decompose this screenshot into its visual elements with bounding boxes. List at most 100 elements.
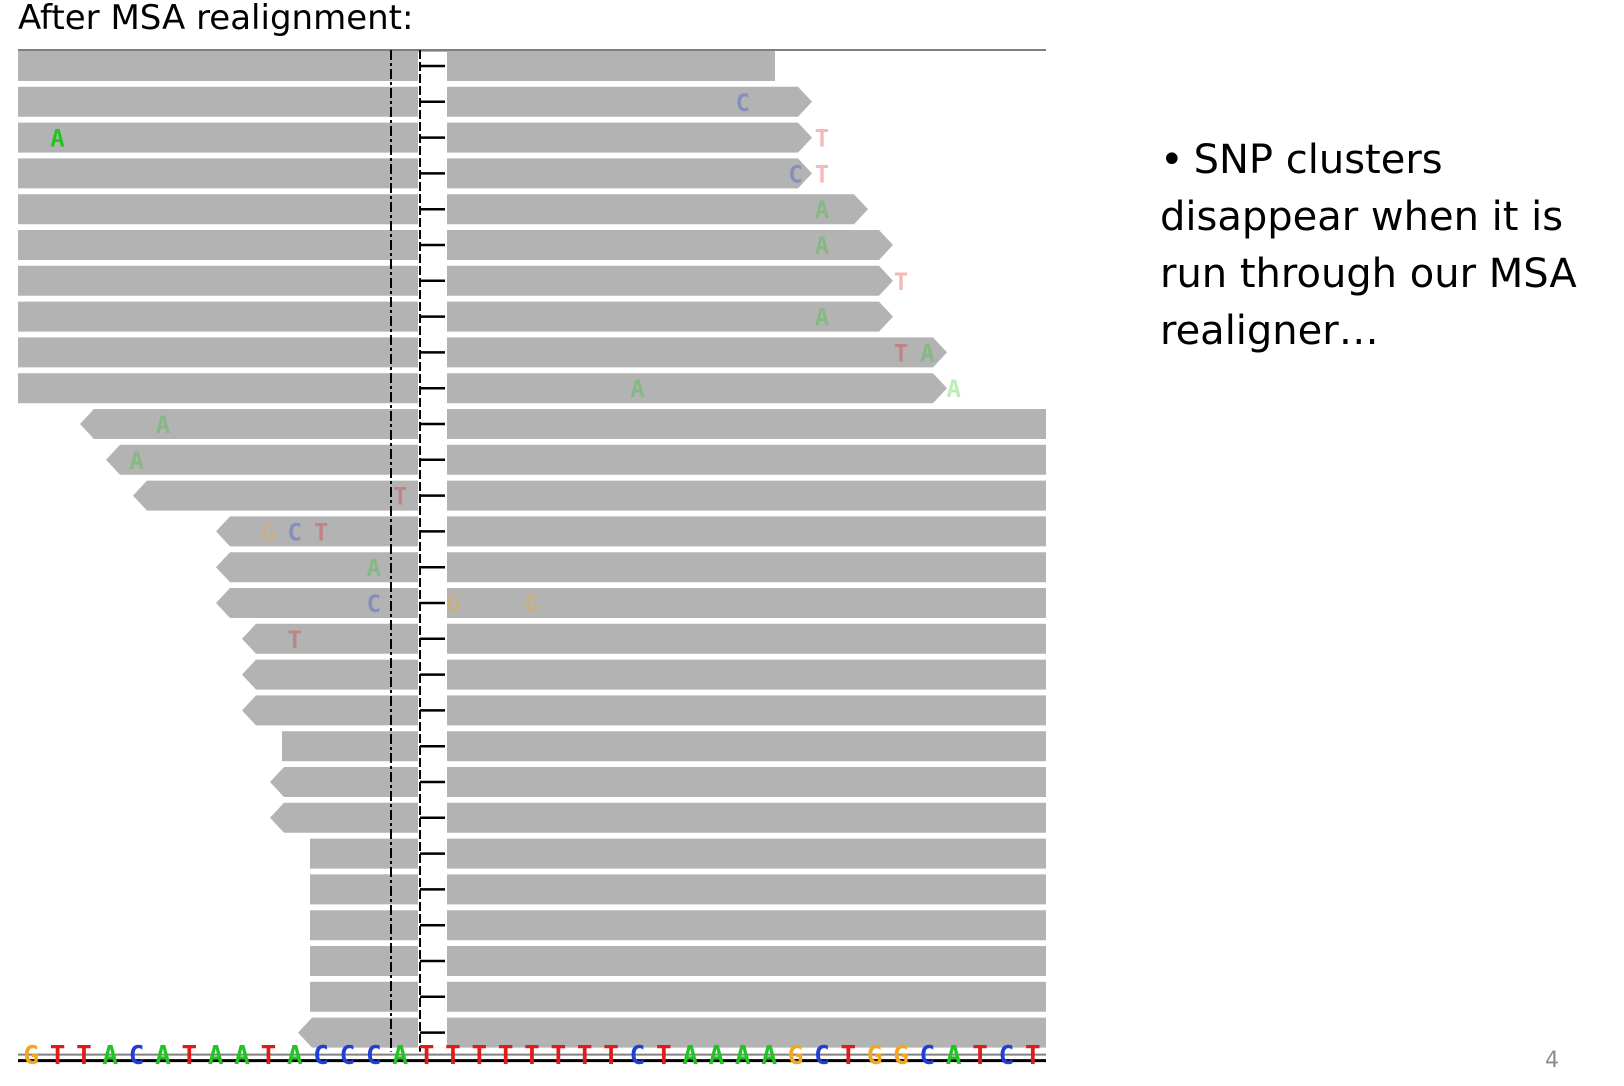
read-bar bbox=[18, 51, 775, 81]
read: C bbox=[18, 86, 812, 117]
reference-base: A bbox=[735, 1041, 751, 1071]
snp-mark: A bbox=[947, 375, 962, 403]
read-bar bbox=[133, 480, 1046, 511]
snp-mark: C bbox=[288, 518, 302, 546]
snp-mark: A bbox=[815, 196, 830, 224]
reference-base: T bbox=[445, 1041, 461, 1071]
snp-mark: G bbox=[261, 518, 275, 546]
snp-mark: A bbox=[815, 304, 830, 332]
snp-mark: T bbox=[314, 518, 328, 546]
reference-base: A bbox=[102, 1041, 118, 1071]
read bbox=[282, 731, 1046, 762]
reference-base: A bbox=[287, 1041, 303, 1071]
reference-base: C bbox=[366, 1041, 382, 1071]
read bbox=[310, 874, 1046, 905]
reference-base: A bbox=[946, 1041, 962, 1071]
reference-base: T bbox=[471, 1041, 487, 1071]
reference-base: T bbox=[76, 1041, 92, 1071]
read-bar bbox=[18, 265, 893, 296]
read-bar bbox=[310, 910, 1046, 941]
read-bar bbox=[282, 731, 1046, 762]
read-bar bbox=[310, 874, 1046, 905]
read bbox=[310, 910, 1046, 941]
reference-base: T bbox=[498, 1041, 514, 1071]
read-bar bbox=[216, 516, 1046, 547]
reference-base: A bbox=[155, 1041, 171, 1071]
read-bar bbox=[242, 695, 1046, 726]
read-bar bbox=[216, 588, 1046, 618]
reference-base: T bbox=[603, 1041, 619, 1071]
read bbox=[310, 838, 1046, 869]
read: A bbox=[18, 301, 893, 332]
reference-base: T bbox=[1025, 1041, 1041, 1071]
reference-base: T bbox=[840, 1041, 856, 1071]
snp-mark: A bbox=[50, 125, 65, 153]
snp-mark: A bbox=[815, 232, 830, 260]
read: T bbox=[133, 480, 1046, 511]
guides-layer bbox=[18, 49, 1046, 1052]
snp-mark: A bbox=[156, 411, 171, 439]
read-bar bbox=[270, 767, 1046, 797]
reference-base: T bbox=[972, 1041, 988, 1071]
slide-title: After MSA realignment: bbox=[18, 0, 414, 38]
read-bar bbox=[242, 623, 1046, 654]
reference-base: A bbox=[761, 1041, 777, 1071]
read-bar bbox=[310, 981, 1046, 1012]
snp-mark: C bbox=[736, 89, 750, 117]
bullet-marker: • bbox=[1160, 137, 1184, 183]
read-bar bbox=[18, 158, 812, 189]
read-bar bbox=[216, 552, 1046, 583]
read: T bbox=[18, 265, 908, 296]
read-bar bbox=[18, 301, 893, 332]
read bbox=[270, 802, 1046, 833]
read bbox=[18, 51, 775, 81]
reference-base: T bbox=[577, 1041, 593, 1071]
reference-base: A bbox=[234, 1041, 250, 1071]
read: A bbox=[216, 552, 1046, 583]
snp-mark: T bbox=[894, 268, 908, 296]
reference-base: G bbox=[23, 1041, 39, 1071]
reference-base: G bbox=[867, 1041, 883, 1071]
snp-mark: T bbox=[815, 125, 829, 153]
snp-mark: C bbox=[788, 160, 802, 188]
reference-base: C bbox=[814, 1041, 830, 1071]
reference-base: T bbox=[419, 1041, 435, 1071]
read-bar bbox=[242, 659, 1046, 690]
read-bar bbox=[298, 1017, 1046, 1048]
reference-base: C bbox=[920, 1041, 936, 1071]
snp-mark: A bbox=[920, 339, 935, 367]
reference-base: A bbox=[392, 1041, 408, 1071]
read-bar bbox=[18, 122, 812, 153]
reference-base: T bbox=[524, 1041, 540, 1071]
reference-base: C bbox=[129, 1041, 145, 1071]
read bbox=[242, 659, 1046, 690]
snp-mark: T bbox=[815, 160, 829, 188]
reference-base: A bbox=[208, 1041, 224, 1071]
read bbox=[310, 946, 1046, 976]
read bbox=[242, 695, 1046, 726]
snp-mark: C bbox=[367, 590, 381, 618]
reference-base: C bbox=[999, 1041, 1015, 1071]
read-bar bbox=[18, 230, 893, 260]
insertion-gap bbox=[418, 52, 447, 1048]
snp-mark: G bbox=[525, 590, 539, 618]
snp-mark: T bbox=[894, 339, 908, 367]
read bbox=[310, 981, 1046, 1012]
read bbox=[298, 1017, 1046, 1048]
reference-base: A bbox=[682, 1041, 698, 1071]
reference-base: C bbox=[313, 1041, 329, 1071]
reference-base: T bbox=[551, 1041, 567, 1071]
snp-mark: A bbox=[630, 375, 645, 403]
read bbox=[270, 767, 1046, 797]
snp-mark: G bbox=[446, 590, 460, 618]
reference-base: C bbox=[630, 1041, 646, 1071]
read-bar bbox=[310, 946, 1046, 976]
